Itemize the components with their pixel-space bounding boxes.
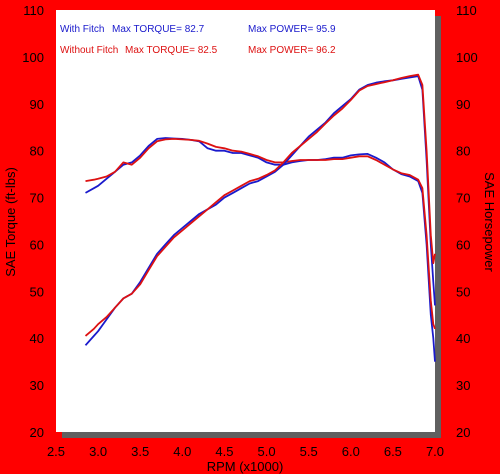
y-left-tick-label: 40 — [30, 331, 44, 346]
y-right-tick-label: 100 — [456, 50, 478, 65]
x-tick-label: 3.0 — [89, 444, 107, 459]
x-tick-label: 5.0 — [258, 444, 276, 459]
y-right-tick-label: 90 — [456, 97, 470, 112]
y-left-tick-label: 100 — [22, 50, 44, 65]
y-right-tick-label: 30 — [456, 378, 470, 393]
y-right-tick-label: 60 — [456, 237, 470, 252]
legend-without-fitch-name: Without Fitch — [60, 45, 118, 56]
y-left-tick-label: 110 — [23, 3, 44, 18]
y-right-axis-title: SAE Horsepower — [482, 172, 497, 272]
y-left-tick-label: 80 — [30, 144, 44, 159]
y-left-axis-title: SAE Torque (ft-lbs) — [3, 167, 18, 277]
legend-without-fitch-torque: Max TORQUE= 82.5 — [125, 45, 218, 56]
y-right-tick-label: 70 — [456, 191, 470, 206]
x-tick-label: 7.0 — [426, 444, 444, 459]
without-fitch-torque-line — [85, 137, 436, 330]
y-left-tick-label: 30 — [30, 378, 44, 393]
y-right-tick-label: 50 — [456, 284, 470, 299]
x-axis-title: RPM (x1000) — [207, 459, 284, 474]
legend: With Fitch Max TORQUE= 82.7 Max POWER= 9… — [60, 24, 336, 56]
y-left-tick-label: 20 — [30, 425, 44, 440]
legend-with-fitch-torque: Max TORQUE= 82.7 — [112, 24, 205, 35]
y-right-tick-label: 110 — [456, 3, 477, 18]
legend-with-fitch-name: With Fitch — [60, 24, 104, 35]
x-tick-label: 4.5 — [215, 444, 233, 459]
without-fitch-power-line — [84, 73, 436, 337]
legend-without-fitch-power: Max POWER= 96.2 — [248, 45, 336, 56]
x-tick-label: 4.0 — [173, 444, 191, 459]
y-left-tick-label: 50 — [30, 284, 44, 299]
legend-with-fitch-power: Max POWER= 95.9 — [248, 24, 336, 35]
x-tick-label: 6.5 — [384, 444, 402, 459]
y-left-tick-label: 70 — [30, 191, 44, 206]
x-tick-label: 2.5 — [47, 444, 65, 459]
series-lines — [84, 73, 436, 362]
y-right-tick-label: 80 — [456, 144, 470, 159]
y-right-tick-labels: 20 30 40 50 60 70 80 90 100 110 — [456, 3, 478, 440]
plot-area — [56, 10, 435, 432]
x-tick-label: 3.5 — [131, 444, 149, 459]
y-left-tick-label: 60 — [30, 237, 44, 252]
x-tick-label: 6.0 — [342, 444, 360, 459]
x-tick-labels: 2.5 3.0 3.5 4.0 4.5 5.0 5.5 6.0 6.5 7.0 — [47, 444, 444, 459]
y-right-tick-label: 40 — [456, 331, 470, 346]
y-left-tick-labels: 20 30 40 50 60 70 80 90 100 110 — [22, 3, 44, 440]
y-right-tick-label: 20 — [456, 425, 470, 440]
y-left-tick-label: 90 — [30, 97, 44, 112]
x-tick-label: 5.5 — [300, 444, 318, 459]
